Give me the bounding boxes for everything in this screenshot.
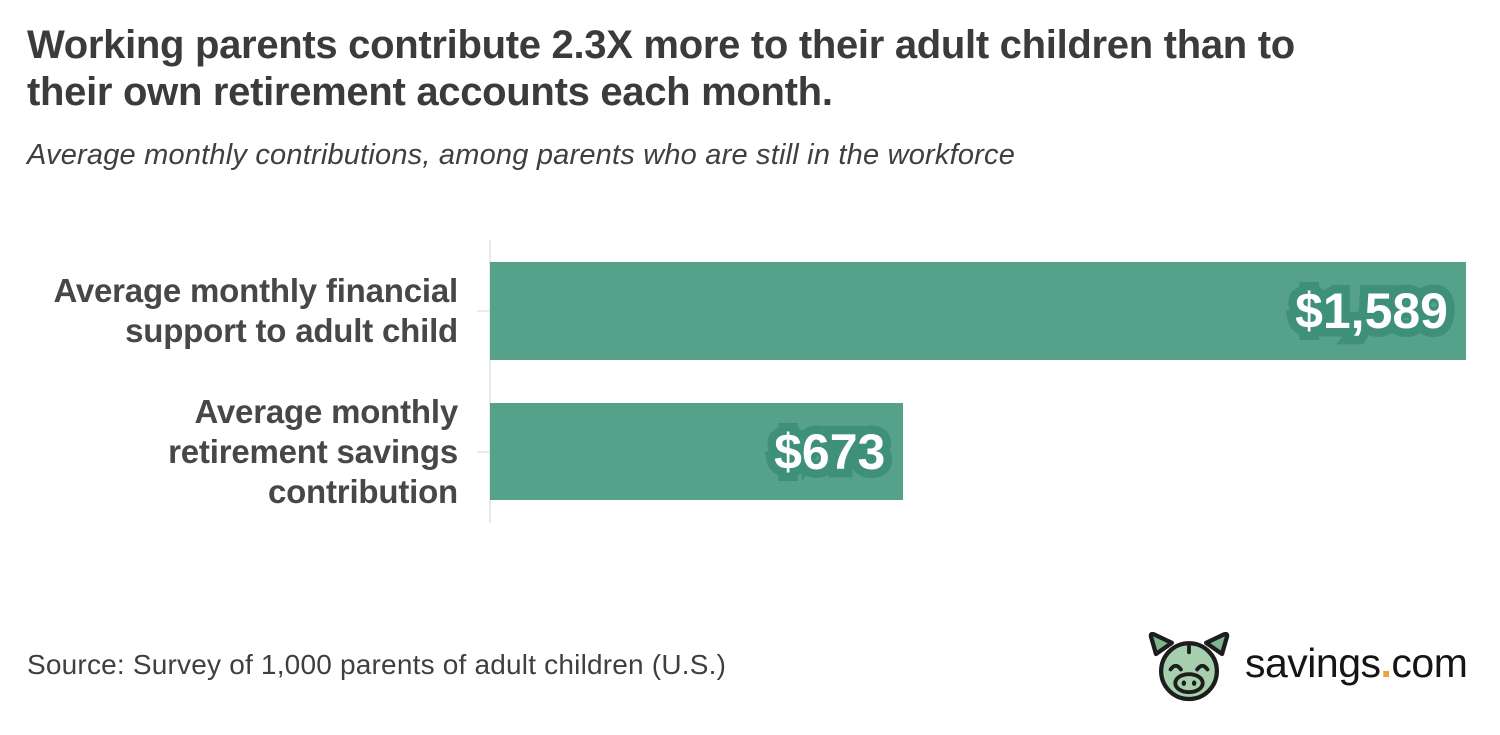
source-text: Source: Survey of 1,000 parents of adult… [27, 649, 727, 680]
bar-adult-child-support: $1,589 $1,589 [490, 262, 1466, 360]
chart-subtitle: Average monthly contributions, among par… [27, 139, 1016, 171]
value-label-outline: $673 [766, 418, 894, 485]
value-label-retirement-contribution: $673 $673 [766, 418, 894, 485]
brand-logo: savings.com [1146, 630, 1468, 702]
page-title: Working parents contribute 2.3X more to … [27, 23, 1295, 114]
bar-row-retirement-contribution: Average monthly retirement savings contr… [0, 393, 1500, 510]
bar-track: $1,589 $1,589 [490, 262, 1466, 360]
value-label-adult-child-support: $1,589 $1,589 [1287, 278, 1457, 345]
value-label-outline: $1,589 [1287, 278, 1457, 345]
brand-tld: com [1391, 639, 1468, 686]
bar-label-retirement-contribution: Average monthly retirement savings contr… [168, 392, 458, 510]
brand-dot: . [1380, 639, 1392, 686]
bar-row-adult-child-support: Average monthly financial support to adu… [0, 262, 1500, 360]
tick-mark [477, 450, 489, 453]
bar-retirement-contribution: $673 $673 [490, 403, 904, 500]
tick-mark [477, 310, 489, 312]
y-axis-line [489, 240, 491, 523]
pig-mascot-icon [1146, 630, 1232, 702]
brand-wordmark: savings.com [1245, 639, 1468, 690]
bar-track: $673 $673 [490, 403, 1466, 500]
value-label-text: $1,589 [1295, 283, 1448, 339]
value-label-text: $673 [774, 423, 886, 480]
brand-name: savings [1245, 639, 1381, 686]
bar-label-adult-child-support: Average monthly financial support to adu… [53, 272, 458, 349]
